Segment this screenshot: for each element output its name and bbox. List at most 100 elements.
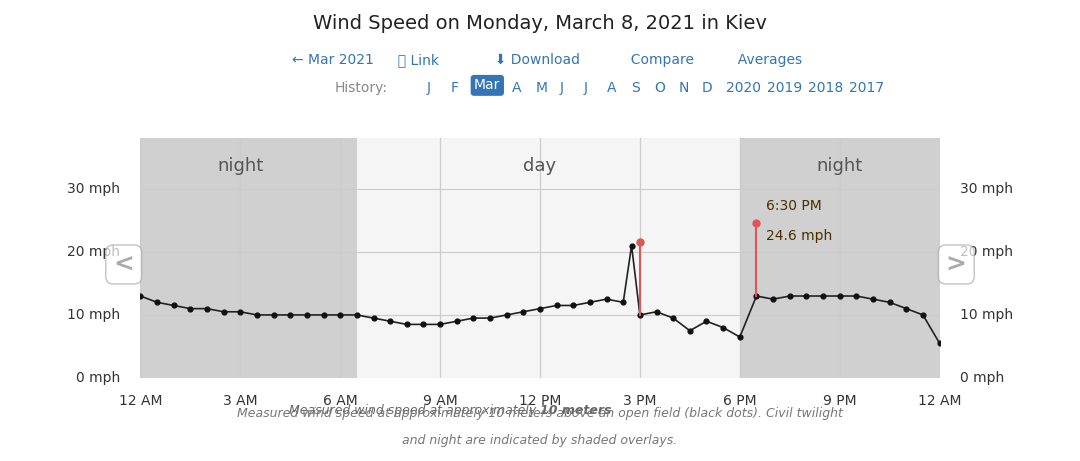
Text: Compare: Compare [622, 53, 703, 67]
Point [931, 340, 948, 347]
Text: Averages: Averages [729, 53, 802, 67]
Point [664, 314, 681, 322]
Text: 2019: 2019 [767, 81, 802, 95]
Text: 12 AM: 12 AM [918, 394, 961, 408]
Point [747, 219, 765, 226]
Point [814, 292, 832, 300]
Point [864, 296, 881, 303]
Point [199, 305, 216, 312]
Text: 2018: 2018 [808, 81, 843, 95]
Text: 🔗 Link: 🔗 Link [389, 53, 447, 67]
Point [165, 302, 183, 309]
Point [498, 311, 515, 319]
Text: D: D [702, 81, 713, 95]
Text: 6 AM: 6 AM [323, 394, 357, 408]
Text: 10 mph: 10 mph [67, 308, 121, 322]
Text: and night are indicated by shaded overlays.: and night are indicated by shaded overla… [403, 434, 677, 447]
Point [482, 314, 499, 322]
Text: <: < [113, 253, 134, 277]
Text: ⬇ Download: ⬇ Download [486, 53, 589, 67]
Point [747, 292, 765, 300]
Text: 12 PM: 12 PM [518, 394, 562, 408]
Point [848, 292, 865, 300]
Text: 2017: 2017 [849, 81, 885, 95]
Point [881, 299, 899, 306]
Point [399, 321, 416, 328]
Point [731, 333, 748, 341]
Point [415, 321, 432, 328]
Point [315, 311, 333, 319]
Point [565, 302, 582, 309]
Point [715, 324, 732, 331]
Text: 9 AM: 9 AM [422, 394, 458, 408]
Text: 3 AM: 3 AM [222, 394, 258, 408]
Text: O: O [654, 81, 665, 95]
Text: N: N [678, 81, 689, 95]
Point [548, 302, 565, 309]
Point [132, 292, 149, 300]
Point [897, 305, 915, 312]
Point [681, 327, 699, 334]
Point [282, 311, 299, 319]
Point [623, 242, 640, 249]
Text: History:: History: [335, 81, 388, 95]
Point [365, 314, 382, 322]
Point [915, 311, 932, 319]
Point [215, 308, 232, 315]
Point [181, 305, 199, 312]
Point [631, 311, 648, 319]
Text: M: M [536, 81, 548, 95]
Text: night: night [816, 157, 863, 175]
Point [298, 311, 315, 319]
Text: Mar: Mar [474, 78, 500, 92]
Text: 0 mph: 0 mph [959, 371, 1003, 385]
Text: Measured wind speed at approximately ​10 meters​ above an open field (black dots: Measured wind speed at approximately ​10… [238, 407, 842, 420]
Point [332, 311, 349, 319]
Text: day: day [524, 157, 556, 175]
Text: 2020: 2020 [726, 81, 760, 95]
Text: 10 mph: 10 mph [959, 308, 1013, 322]
Bar [740, 138, 940, 378]
Text: J: J [559, 81, 564, 95]
Point [148, 299, 165, 306]
Point [348, 311, 365, 319]
Point [432, 321, 449, 328]
Point [615, 299, 632, 306]
Text: J: J [583, 81, 588, 95]
Text: 20 mph: 20 mph [67, 245, 121, 259]
Text: night: night [217, 157, 264, 175]
Text: 6 PM: 6 PM [723, 394, 757, 408]
Text: 24.6 mph: 24.6 mph [767, 229, 833, 243]
Text: ← Mar 2021: ← Mar 2021 [292, 53, 374, 67]
Point [598, 296, 616, 303]
Text: 30 mph: 30 mph [959, 182, 1013, 196]
Point [232, 308, 249, 315]
Point [381, 318, 399, 325]
Point [648, 308, 665, 315]
Text: 20 mph: 20 mph [959, 245, 1013, 259]
Point [698, 318, 715, 325]
Point [581, 299, 598, 306]
Point [765, 296, 782, 303]
Text: 12 AM: 12 AM [119, 394, 162, 408]
Point [464, 314, 482, 322]
Text: J: J [427, 81, 431, 95]
Text: Measured wind speed at approximately: Measured wind speed at approximately [288, 404, 540, 417]
Text: 30 mph: 30 mph [67, 182, 121, 196]
Text: A: A [512, 81, 522, 95]
Text: S: S [631, 81, 639, 95]
Point [832, 292, 849, 300]
Point [631, 239, 648, 246]
Text: 9 PM: 9 PM [823, 394, 856, 408]
Point [248, 311, 266, 319]
Text: A: A [607, 81, 617, 95]
Point [448, 318, 465, 325]
Text: 10 meters: 10 meters [540, 404, 611, 417]
Text: >: > [946, 253, 967, 277]
Text: 6:30 PM: 6:30 PM [767, 199, 822, 213]
Point [798, 292, 815, 300]
Text: Wind Speed on Monday, March 8, 2021 in Kiev: Wind Speed on Monday, March 8, 2021 in K… [313, 14, 767, 33]
Point [515, 308, 532, 315]
Bar [140, 138, 356, 378]
Point [531, 305, 549, 312]
